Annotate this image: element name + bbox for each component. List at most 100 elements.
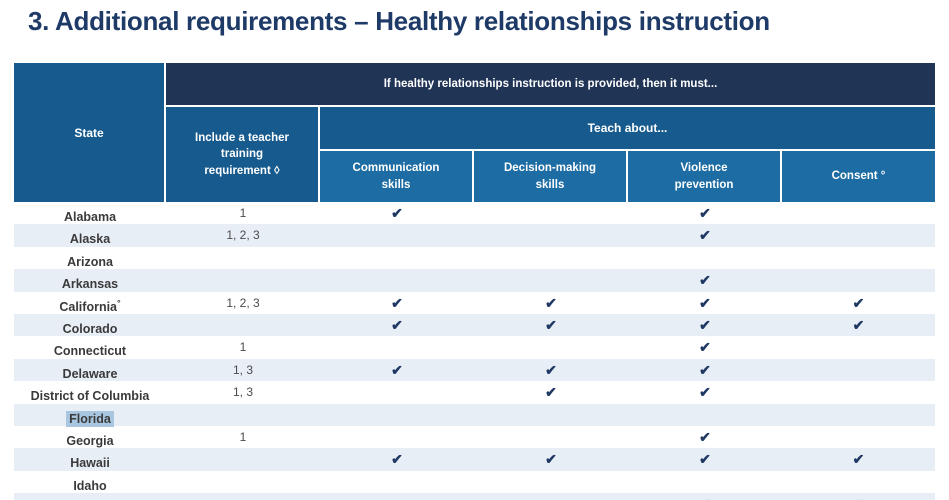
violence-prevention-check-cell: ✔ — [699, 316, 711, 333]
consent-check-cell — [782, 471, 935, 493]
state-cell: Arizona — [14, 247, 166, 269]
communication-check-cell — [320, 224, 474, 246]
consent-check-cell — [782, 404, 935, 426]
table-row: Colorado ✔ ✔ ✔ ✔ — [14, 313, 935, 337]
table-row: Arizona — [14, 247, 935, 269]
consent-check-cell: ✔ — [852, 316, 865, 333]
state-column-header: State — [14, 63, 166, 202]
communication-check-cell: ✔ — [391, 294, 403, 311]
teach-about-section: Teach about... Communication skills Deci… — [320, 107, 935, 202]
violence-prevention-check-cell: ✔ — [699, 361, 711, 378]
state-name: Hawaii — [70, 456, 110, 471]
page-title: 3. Additional requirements – Healthy rel… — [28, 6, 770, 36]
communication-check-cell: ✔ — [391, 205, 403, 221]
decision-making-check-cell: ✔ — [545, 451, 557, 468]
table-row: Alaska 1, 2, 3 ✔ — [14, 224, 935, 247]
state-cell: Idaho — [14, 471, 166, 493]
state-cell: California° — [14, 292, 166, 314]
state-name: California — [59, 299, 118, 314]
table-row: Connecticut 1 ✔ — [14, 336, 935, 358]
communication-check-cell — [320, 381, 474, 403]
header-lower-section: Include a teacher training requirement ◊… — [166, 107, 935, 202]
training-cell: 1 — [239, 429, 247, 444]
decision-making-check-cell — [474, 202, 628, 224]
sub-header-row: Communication skills Decision-making ski… — [320, 151, 935, 202]
state-cell: Delaware — [14, 359, 166, 381]
decision-making-check-cell — [474, 404, 628, 426]
requirements-table: State If healthy relationships instructi… — [14, 63, 935, 500]
state-cell: District of Columbia — [14, 381, 166, 403]
state-name: Georgia — [66, 434, 114, 449]
teacher-training-column-header: Include a teacher training requirement ◊ — [166, 107, 320, 202]
column-header-decision-making: Decision-making skills — [474, 151, 628, 202]
consent-check-cell — [782, 359, 935, 381]
state-cell: Arkansas — [14, 269, 166, 291]
violence-prevention-check-cell: ✔ — [699, 428, 711, 445]
training-cell: 1, 3 — [232, 385, 253, 400]
training-cell — [166, 247, 320, 269]
consent-check-cell: ✔ — [852, 451, 865, 468]
decision-making-check-cell — [474, 247, 628, 269]
column-header-violence-prevention: Violence prevention — [628, 151, 782, 202]
violence-prevention-check-cell: ✔ — [699, 294, 711, 311]
teach-about-label: Teach about... — [587, 121, 668, 135]
state-cell: Connecticut — [14, 336, 166, 359]
training-cell — [166, 314, 320, 336]
communication-check-cell — [320, 426, 474, 448]
table-body: Alabama 1 ✔ ✔ Alaska 1, 2, 3 ✔ Arizona A… — [14, 202, 935, 500]
state-name: Connecticut — [53, 344, 127, 359]
table-row: Florida — [14, 403, 935, 427]
state-name: Delaware — [62, 366, 118, 381]
communication-check-cell: ✔ — [391, 451, 403, 468]
decision-making-check-cell: ✔ — [545, 316, 557, 333]
consent-check-cell — [782, 269, 935, 291]
consent-check-cell — [782, 381, 935, 403]
column-header-communication: Communication skills — [320, 151, 474, 202]
table-row: California° 1, 2, 3 ✔ ✔ ✔ ✔ — [14, 292, 935, 314]
table-row: Delaware 1, 3 ✔ ✔ ✔ — [14, 358, 935, 382]
state-name: Colorado — [62, 322, 118, 337]
communication-check-cell — [320, 269, 474, 291]
violence-prevention-check-cell — [628, 471, 782, 493]
communication-check-cell — [320, 336, 474, 358]
state-footnote-mark: ° — [117, 297, 121, 308]
table-row: Idaho — [14, 471, 935, 493]
violence-prevention-check-cell: ✔ — [699, 384, 711, 401]
training-cell — [166, 471, 320, 493]
teacher-training-label: Include a teacher training requirement ◊ — [195, 132, 289, 177]
violence-prevention-check-cell: ✔ — [699, 227, 711, 244]
column-header-consent: Consent ° — [782, 151, 935, 202]
consent-check-cell — [782, 426, 935, 448]
violence-prevention-check-cell — [628, 247, 782, 269]
state-name: Florida — [66, 410, 114, 427]
state-name: Alaska — [69, 232, 111, 247]
state-cell: Georgia — [14, 426, 166, 448]
teach-about-header: Teach about... — [320, 107, 935, 151]
state-name: Arkansas — [61, 277, 119, 292]
training-cell: 1, 3 — [232, 362, 253, 377]
condition-banner-label: If healthy relationships instruction is … — [383, 78, 718, 90]
training-cell — [166, 448, 320, 470]
table-row: Georgia 1 ✔ — [14, 426, 935, 448]
violence-prevention-check-cell: ✔ — [699, 339, 711, 356]
table-row: Arkansas ✔ — [14, 269, 935, 292]
decision-making-check-cell — [474, 269, 628, 291]
header-right-section: If healthy relationships instruction is … — [166, 63, 935, 202]
communication-check-cell — [320, 404, 474, 426]
training-cell — [166, 269, 320, 291]
consent-check-cell: ✔ — [782, 493, 935, 500]
state-name: District of Columbia — [30, 389, 150, 404]
training-cell: 1 — [239, 206, 247, 220]
training-cell: 1, 2, 3 — [226, 295, 260, 310]
state-cell: Florida — [14, 404, 166, 427]
violence-prevention-check-cell: ✔ — [628, 493, 782, 500]
state-cell: Colorado — [14, 314, 166, 336]
violence-prevention-check-cell: ✔ — [699, 451, 711, 468]
decision-making-check-cell — [474, 224, 628, 246]
consent-check-cell — [782, 202, 935, 224]
decision-making-check-cell: ✔ — [545, 384, 557, 401]
table-row: District of Columbia 1, 3 ✔ ✔ — [14, 381, 935, 403]
condition-banner: If healthy relationships instruction is … — [166, 63, 935, 107]
violence-prevention-check-cell — [628, 404, 782, 426]
